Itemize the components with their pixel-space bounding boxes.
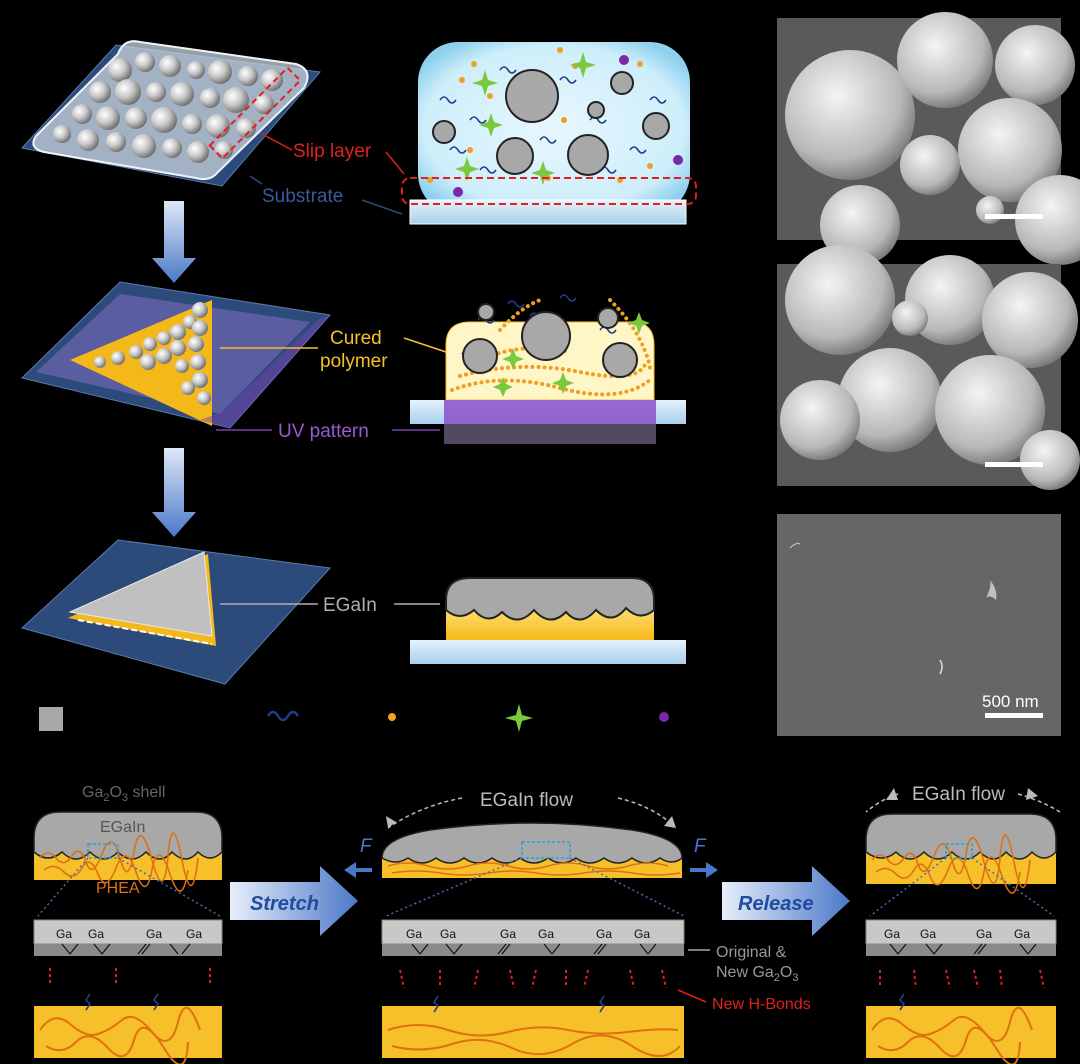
egain-particle: [462, 338, 498, 374]
legend-egain-square: [39, 707, 63, 731]
new-hbonds-label: New H-Bonds: [712, 996, 811, 1013]
ga-atom-label: Ga: [538, 927, 554, 941]
force-label-right: F: [694, 836, 707, 857]
right-interface-detail: Ga Ga Ga Ga: [865, 919, 1057, 1064]
slip-layer-label: Slip layer: [293, 141, 372, 162]
egain-shell-label: EGaIn: [100, 819, 145, 836]
egain-particle: [602, 342, 638, 378]
stretch-label: Stretch: [250, 893, 319, 915]
step2-cross-section: [410, 294, 686, 444]
flow-arrow-right: [617, 797, 675, 827]
sem-image-3: 500 nm: [777, 514, 1061, 736]
legend-orange-dot: [388, 713, 396, 721]
ga-atom-label: Ga: [56, 927, 72, 941]
middle-interface-detail: Ga Ga Ga Ga Ga Ga: [381, 919, 685, 1058]
sem-image-1: [777, 12, 1080, 265]
middle-bilayer: [381, 822, 683, 878]
left-interface-detail: Ga Ga Ga Ga: [33, 919, 223, 1064]
egain-particle: [521, 311, 571, 361]
cured-polymer-label-2: polymer: [320, 351, 388, 372]
ga-atom-label: Ga: [596, 927, 612, 941]
egain-particle: [477, 303, 495, 321]
original-label-1: Original &: [716, 944, 787, 961]
left-bilayer: [33, 811, 223, 892]
egain-flow-label-middle: EGaIn flow: [480, 790, 573, 811]
egain-particle: [587, 101, 605, 119]
legend-ligand-icon: [266, 710, 300, 722]
ga-atom-label: Ga: [186, 927, 202, 941]
process-arrow-down-1: [152, 201, 196, 283]
ga-atom-label: Ga: [440, 927, 456, 941]
slip-layer-leader: [261, 133, 293, 151]
ga2o3-shell-label: Ga2O3 shell: [82, 784, 165, 804]
particles-on-triangle: [94, 302, 211, 405]
egain-particle-cluster: [53, 52, 283, 163]
slip-layer-highlight: [208, 66, 302, 160]
cured-polymer-leader-2: [403, 337, 447, 353]
cured-polymer-label-1: Cured: [330, 328, 382, 349]
step3-3d-film: [20, 539, 332, 685]
green-stars: [493, 312, 650, 397]
egain-particle: [642, 112, 670, 140]
legend: [39, 704, 669, 732]
step1-3d-film: [21, 40, 321, 187]
green-stars: [455, 52, 596, 185]
uv-pattern-label: UV pattern: [278, 421, 369, 442]
step3-cross-section: [410, 577, 686, 664]
scale-bar: [985, 214, 1043, 219]
substrate-label: Substrate: [262, 186, 343, 207]
ga-atom-label: Ga: [884, 927, 900, 941]
ga-atom-label: Ga: [406, 927, 422, 941]
release-arrow: Release: [722, 866, 850, 936]
slip-layer-box: [401, 177, 697, 205]
original-label-2: New Ga2O3: [716, 964, 799, 984]
force-label-left: F: [360, 836, 373, 857]
substrate-leader-2: [361, 199, 403, 215]
sem-image-2: [777, 245, 1080, 490]
egain-particle: [597, 307, 619, 329]
scale-bar: [985, 462, 1043, 467]
egain-particle: [610, 71, 634, 95]
ga-atom-label: Ga: [88, 927, 104, 941]
egain-particle: [496, 137, 534, 175]
release-label: Release: [738, 893, 814, 915]
legend-purple-dot: [659, 712, 669, 722]
ga-atom-label: Ga: [920, 927, 936, 941]
slip-layer-leader-2: [385, 151, 405, 175]
egain-flow-label-right: EGaIn flow: [912, 784, 1005, 805]
ga-atom-label: Ga: [976, 927, 992, 941]
scale-bar: [985, 713, 1043, 718]
flow-arrow-left: [387, 797, 463, 829]
legend-green-star: [505, 704, 533, 732]
purple-dots: [453, 55, 683, 197]
egain-layer: [445, 577, 655, 621]
phea-label: PHEA: [96, 880, 140, 897]
stretch-arrow: Stretch: [230, 866, 358, 936]
substrate-leader-1: [249, 175, 263, 185]
flow-arrow-right-right: [1017, 793, 1061, 813]
ga-atom-label: Ga: [146, 927, 162, 941]
orange-dots: [427, 47, 653, 183]
ga-atom-label: Ga: [634, 927, 650, 941]
right-bilayer: [865, 813, 1057, 894]
process-arrow-down-2: [152, 448, 196, 537]
egain-particle: [505, 69, 559, 123]
egain-particle: [567, 134, 609, 176]
scale-bar-label: 500 nm: [982, 692, 1039, 711]
ga-atom-label: Ga: [1014, 927, 1030, 941]
force-arrow-right: [690, 862, 718, 878]
step2-3d-film: [21, 281, 331, 429]
egain-label: EGaIn: [323, 595, 377, 616]
egain-particle: [432, 120, 456, 144]
force-arrow-left: [344, 862, 372, 878]
step1-cross-section: [401, 42, 697, 225]
ga-atom-label: Ga: [500, 927, 516, 941]
